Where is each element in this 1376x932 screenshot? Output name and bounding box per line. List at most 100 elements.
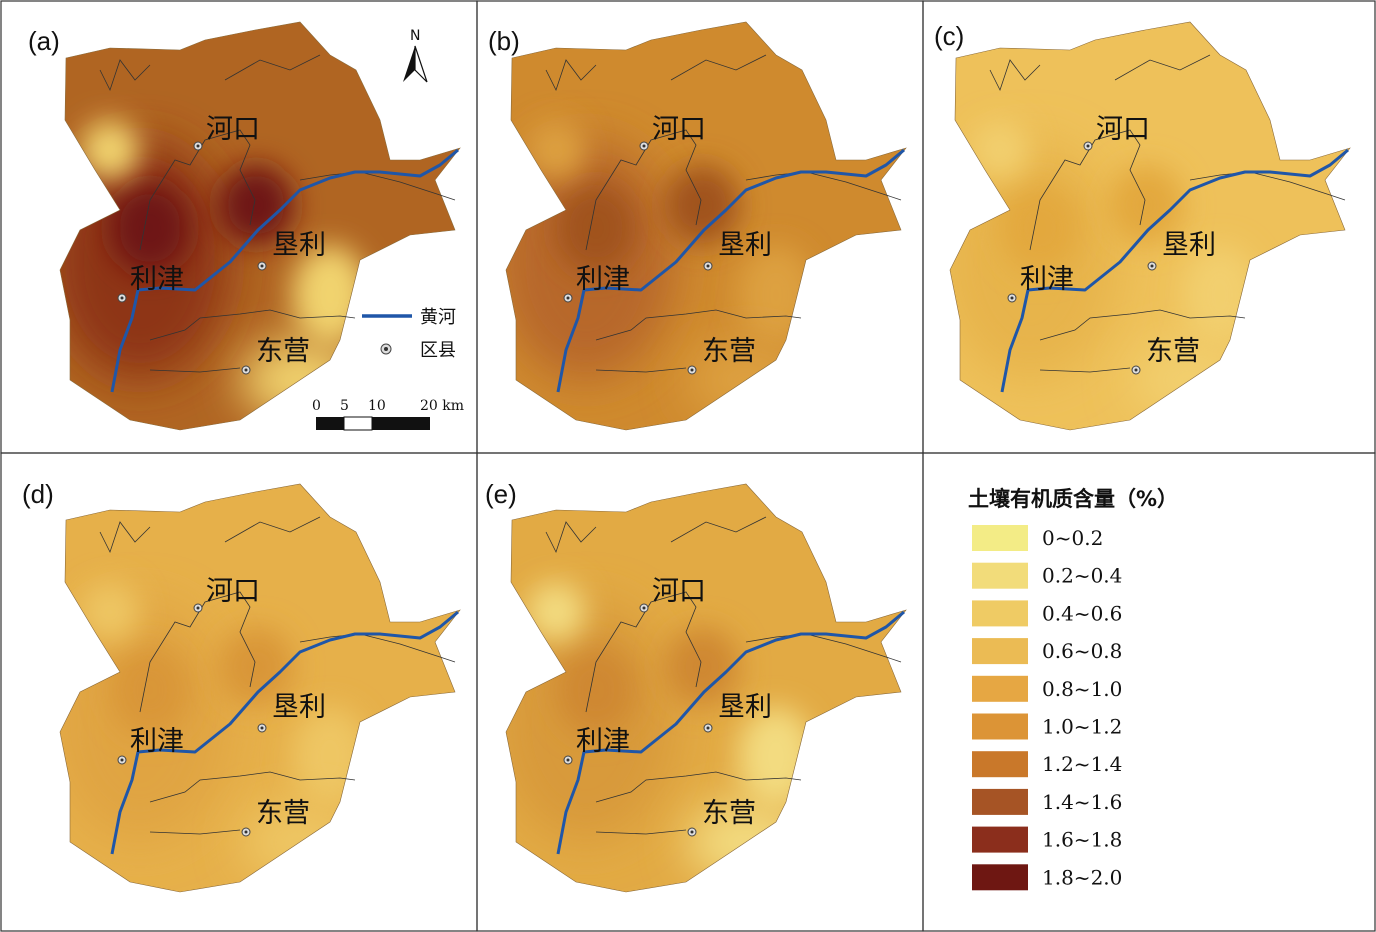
scale-segment: [316, 417, 344, 430]
legend-swatch: [972, 562, 1028, 589]
county-dot-center-hekou: [1086, 144, 1090, 148]
county-border: [1039, 367, 1131, 373]
north-arrow-right: [414, 45, 428, 83]
county-border: [99, 521, 151, 554]
legend-swatch: [972, 864, 1028, 891]
county-dot-center-lijin: [566, 758, 570, 762]
pattern-low-north: [970, 120, 1030, 180]
county-border: [595, 771, 802, 803]
legend-item: 0.2~0.4: [972, 562, 1122, 589]
legend-item: 0.4~0.6: [972, 600, 1122, 627]
legend-swatch: [972, 713, 1028, 740]
legend-swatch: [972, 788, 1028, 815]
county-border: [670, 516, 767, 543]
place-label-dongying: 东营: [1146, 336, 1200, 367]
county-dot-center-hekou: [642, 606, 646, 610]
county-legend-dot-center: [384, 347, 388, 351]
county-border: [149, 367, 241, 373]
county-border: [224, 54, 321, 81]
county-dot-center-hekou: [642, 144, 646, 148]
place-label-kenli: 垦利: [1162, 230, 1216, 261]
pattern-core-west: [556, 183, 636, 273]
county-legend-label: 区县: [420, 340, 456, 361]
place-label-hekou: 河口: [206, 114, 260, 145]
county-dot-center-kenli: [1150, 264, 1154, 268]
place-label-dongying: 东营: [256, 798, 310, 829]
county-dot-center-kenli: [706, 264, 710, 268]
legend-item: 1.4~1.6: [972, 788, 1122, 815]
place-label-kenli: 垦利: [718, 692, 772, 723]
panel-label-e: (e): [485, 479, 517, 509]
place-label-dongying: 东营: [256, 336, 310, 367]
legend-label: 0.6~0.8: [1042, 639, 1122, 663]
pattern-core-center: [218, 165, 294, 245]
legend-swatch: [972, 600, 1028, 627]
legend-label: 1.0~1.2: [1042, 715, 1122, 739]
county-dot-center-kenli: [260, 264, 264, 268]
county-dot-center-lijin: [120, 296, 124, 300]
legend-swatch: [972, 525, 1028, 551]
legend-label: 1.4~1.6: [1042, 790, 1122, 814]
scale-bar: 0 5 10 20 km: [312, 398, 464, 431]
pattern-core-center: [218, 627, 294, 707]
legend: 土壤有机质含量（%） 0~0.2 0.2~0.4 0.4~0.6 0.6~0.8 0.8…: [968, 487, 1178, 891]
county-border: [149, 309, 356, 341]
county-border: [1029, 129, 1146, 251]
place-label-kenli: 垦利: [272, 230, 326, 261]
scale-tick-label: 5: [340, 398, 349, 414]
county-border: [299, 633, 456, 663]
pattern-core-west: [1000, 183, 1080, 273]
county-dot-center-hekou: [196, 144, 200, 148]
place-label-lijin: 利津: [130, 264, 184, 295]
yellow-river: [110, 148, 459, 393]
county-border: [595, 309, 802, 341]
legend-label: 1.2~1.4: [1042, 752, 1122, 776]
place-label-hekou: 河口: [652, 114, 706, 145]
legend-label: 0.4~0.6: [1042, 601, 1122, 625]
panel-label-b: (b): [488, 26, 520, 56]
legend-swatch: [972, 751, 1028, 778]
county-border: [99, 59, 151, 92]
county-border: [1039, 309, 1246, 341]
county-border: [1114, 54, 1211, 81]
place-label-lijin: 利津: [576, 264, 630, 295]
pattern-core-center: [664, 165, 740, 245]
legend-item: 0.6~0.8: [972, 638, 1122, 665]
panel-frame-legend: [922, 452, 1376, 932]
county-border: [595, 367, 687, 373]
pattern-low-north: [526, 120, 586, 180]
pattern-low-north: [526, 582, 586, 642]
place-label-lijin: 利津: [576, 726, 630, 757]
legend-item: 1.2~1.4: [972, 751, 1122, 778]
county-dot-center-dongying: [244, 368, 248, 372]
county-dot-center-dongying: [1134, 368, 1138, 372]
legend-label: 1.8~2.0: [1042, 865, 1122, 889]
yellow-river: [556, 148, 905, 393]
north-arrow-icon: N: [403, 28, 428, 83]
yellow-river: [110, 610, 459, 855]
county-dot-center-kenli: [706, 726, 710, 730]
county-border: [299, 171, 456, 201]
county-dot-center-dongying: [690, 368, 694, 372]
place-label-kenli: 垦利: [272, 692, 326, 723]
county-border: [139, 591, 256, 713]
legend-label: 1.6~1.8: [1042, 828, 1122, 852]
county-dot-center-dongying: [244, 830, 248, 834]
county-border: [595, 829, 687, 835]
legend-item: 0~0.2: [972, 525, 1103, 551]
panel-label-d: (d): [22, 479, 54, 509]
place-label-lijin: 利津: [1020, 264, 1074, 295]
legend-swatch: [972, 826, 1028, 853]
legend-label: 0.2~0.4: [1042, 564, 1122, 588]
county-border: [745, 171, 902, 201]
place-label-hekou: 河口: [652, 576, 706, 607]
county-border: [149, 771, 356, 803]
county-dot-center-dongying: [690, 830, 694, 834]
county-border: [585, 591, 702, 713]
pattern-core-center: [664, 627, 740, 707]
